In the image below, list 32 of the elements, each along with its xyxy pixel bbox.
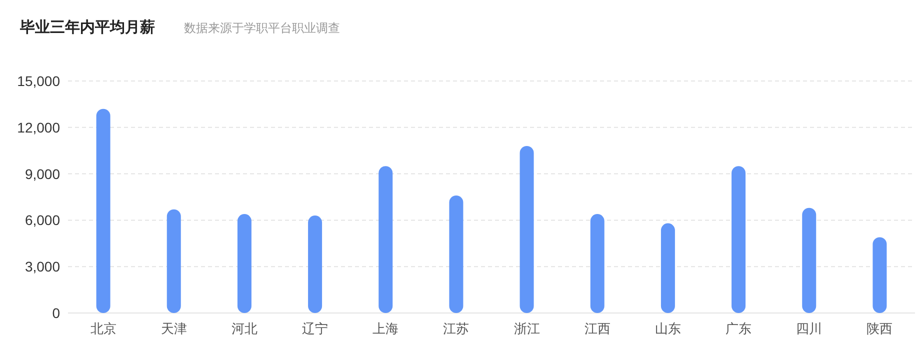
chart-subtitle: 数据来源于学职平台职业调查 xyxy=(184,21,340,35)
bar xyxy=(520,146,534,313)
y-tick-label: 0 xyxy=(52,305,60,321)
x-tick-label: 四川 xyxy=(796,321,822,336)
bar xyxy=(378,166,393,313)
x-tick-label: 河北 xyxy=(231,321,258,336)
bar xyxy=(96,108,110,313)
chart-title: 毕业三年内平均月薪 xyxy=(19,19,155,36)
bar xyxy=(660,223,675,313)
x-tick-label: 江苏 xyxy=(443,321,470,336)
bar xyxy=(449,195,464,313)
x-tick-label: 江西 xyxy=(584,321,610,336)
bar xyxy=(308,216,322,313)
bar xyxy=(590,214,604,313)
x-tick-label: 浙江 xyxy=(514,321,540,336)
y-tick-label: 9,000 xyxy=(24,166,60,182)
x-tick-label: 辽宁 xyxy=(302,321,328,336)
bar xyxy=(166,209,181,313)
x-tick-label: 天津 xyxy=(160,321,187,336)
x-tick-label: 上海 xyxy=(372,321,399,336)
bar xyxy=(237,214,252,313)
x-tick-label: 陕西 xyxy=(866,321,893,336)
y-tick-label: 6,000 xyxy=(24,212,60,228)
y-tick-label: 12,000 xyxy=(17,119,60,136)
x-tick-label: 广东 xyxy=(726,321,752,336)
bar xyxy=(872,237,887,313)
x-tick-label: 山东 xyxy=(654,321,681,336)
x-tick-label: 北京 xyxy=(90,321,116,336)
bar xyxy=(802,208,816,313)
y-tick-label: 15,000 xyxy=(17,73,60,89)
y-tick-label: 3,000 xyxy=(24,258,60,275)
bar xyxy=(732,166,746,313)
